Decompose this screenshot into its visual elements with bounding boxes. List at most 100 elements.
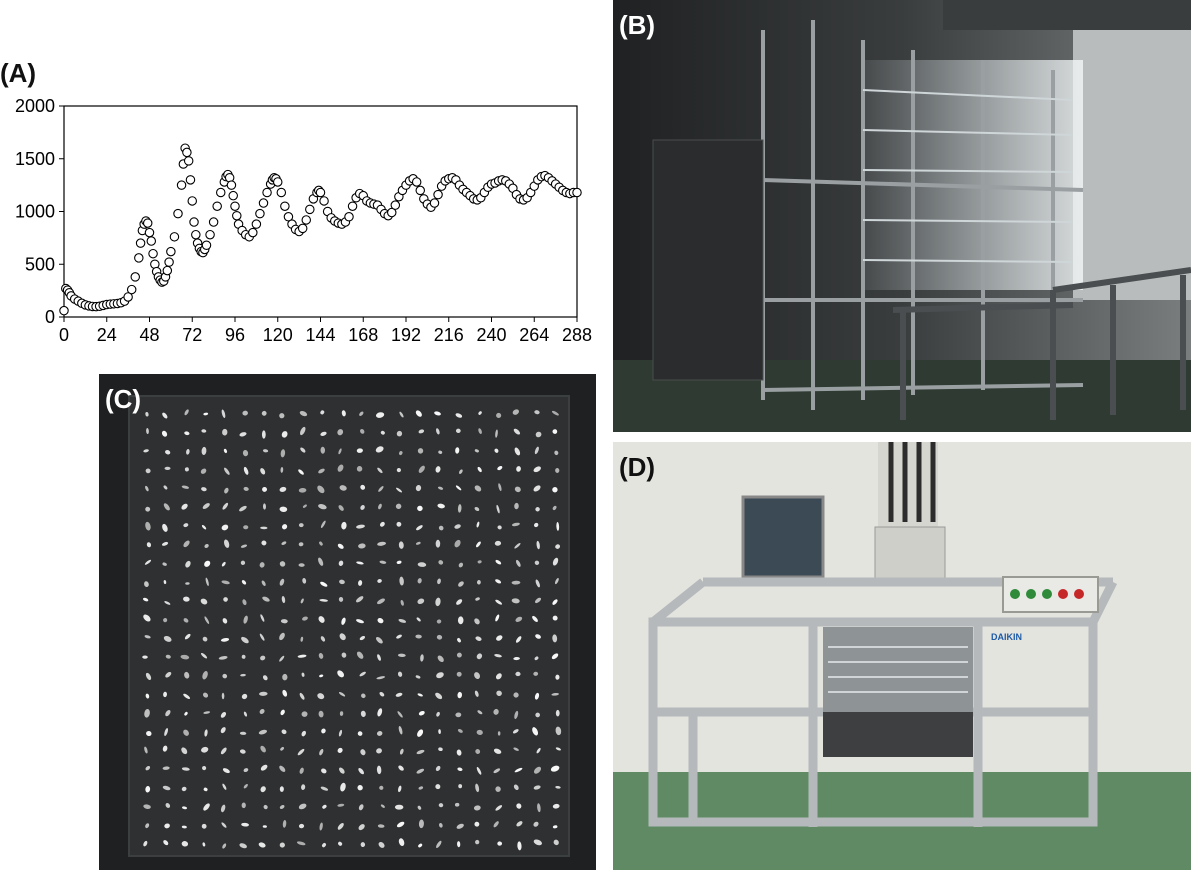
seedling-spot xyxy=(497,525,502,530)
seedling-spot xyxy=(338,841,343,846)
seedling-spot xyxy=(417,562,427,567)
seedling-spot xyxy=(415,541,421,545)
seedling-spot xyxy=(300,598,304,604)
data-point xyxy=(415,185,425,196)
seedling-spot xyxy=(511,598,520,604)
data-point xyxy=(191,229,201,240)
seedling-spot xyxy=(478,411,482,415)
seedling-spot xyxy=(318,710,324,718)
seedling-spot xyxy=(495,614,500,622)
seedling-spot xyxy=(165,654,171,659)
seedling-spot xyxy=(241,654,246,659)
seedling-spot xyxy=(511,522,520,527)
seedling-spot xyxy=(396,634,402,639)
seedling-spot xyxy=(513,428,521,435)
data-point xyxy=(142,218,153,228)
seedling-spot xyxy=(146,542,152,548)
seedling-spot xyxy=(280,619,288,624)
seedling-spot xyxy=(475,541,481,548)
seedling-spot xyxy=(220,637,230,642)
seedling-spot xyxy=(243,615,248,624)
seedling-spot xyxy=(535,579,540,588)
seedling-spot xyxy=(183,596,190,602)
seedling-spot xyxy=(497,841,503,846)
seedling-spot xyxy=(552,803,560,809)
seedling-spot xyxy=(358,804,364,811)
seedling-spot xyxy=(418,786,424,790)
seedling-spot xyxy=(243,711,248,717)
seedling-spot xyxy=(163,618,168,623)
seedling-spot xyxy=(279,655,285,662)
seedling-spot xyxy=(143,449,149,453)
seedling-spot xyxy=(438,747,443,751)
seedling-spot xyxy=(340,782,346,792)
seedling-spot xyxy=(260,764,268,771)
seedling-spot xyxy=(551,692,559,696)
seedling-spot xyxy=(221,561,226,567)
seedling-spot xyxy=(476,653,483,660)
seedling-spot xyxy=(536,540,540,550)
seedling-spot xyxy=(378,503,382,510)
seedling-tray-image xyxy=(99,374,596,870)
seedling-spot xyxy=(476,767,482,775)
seedling-spot xyxy=(532,727,539,736)
seedling-spot xyxy=(418,843,423,848)
seedling-spot xyxy=(322,843,326,848)
seedling-spot xyxy=(243,466,249,475)
seedling-spot xyxy=(477,560,482,564)
data-point xyxy=(572,187,582,198)
seedling-spot xyxy=(478,428,482,434)
seedling-spot xyxy=(318,616,325,623)
seedling-spot xyxy=(379,691,385,697)
seedling-spot xyxy=(239,749,246,754)
seedling-spot xyxy=(377,824,385,828)
seedling-spot xyxy=(534,656,539,661)
seedling-spot xyxy=(514,543,521,549)
seedling-spot xyxy=(280,449,286,458)
data-point xyxy=(123,292,133,302)
seedling-spot xyxy=(163,503,170,511)
seedling-spot xyxy=(279,842,285,848)
seedling-spot xyxy=(396,821,405,828)
seedling-spot xyxy=(279,632,285,641)
seedling-spot xyxy=(241,693,248,700)
seedling-spot xyxy=(300,447,306,453)
seedling-spot xyxy=(360,710,366,717)
seedling-spot xyxy=(163,635,172,642)
seedling-spot xyxy=(458,784,463,789)
seedling-spot xyxy=(514,710,519,720)
seedling-spot xyxy=(202,842,206,847)
seedling-spot xyxy=(282,819,287,828)
seedling-spot xyxy=(495,559,502,565)
seedling-spot xyxy=(319,748,324,756)
seedling-spot xyxy=(302,616,308,621)
seedling-spot xyxy=(220,747,227,755)
seedling-spot xyxy=(320,520,326,528)
panel-a-label: (A) xyxy=(0,58,37,88)
seedling-spot xyxy=(279,786,284,792)
seedling-spot xyxy=(434,411,441,416)
seedling-spot xyxy=(416,768,425,774)
seedling-spot xyxy=(554,577,559,585)
seedling-spot xyxy=(378,486,384,492)
seedling-spot xyxy=(339,485,347,491)
seedling-spot xyxy=(435,466,441,473)
seedling-spot xyxy=(145,693,150,699)
seedling-spot xyxy=(337,464,344,472)
seedling-spot xyxy=(321,768,327,774)
seedling-spot xyxy=(279,765,286,772)
seedling-spot xyxy=(317,693,325,700)
seedling-spot xyxy=(240,560,246,565)
seedling-spot xyxy=(435,539,441,548)
seedling-spot xyxy=(301,672,305,677)
seedling-spot xyxy=(457,767,463,772)
seedling-spot xyxy=(514,767,523,773)
data-point xyxy=(185,175,196,185)
seedling-spot xyxy=(300,426,306,436)
seedling-spot xyxy=(239,432,247,437)
seedling-spot xyxy=(260,468,266,475)
seedling-spot xyxy=(418,710,425,716)
seedling-spot xyxy=(221,524,229,531)
seedling-spot xyxy=(143,614,151,622)
seedling-spot xyxy=(475,749,481,754)
